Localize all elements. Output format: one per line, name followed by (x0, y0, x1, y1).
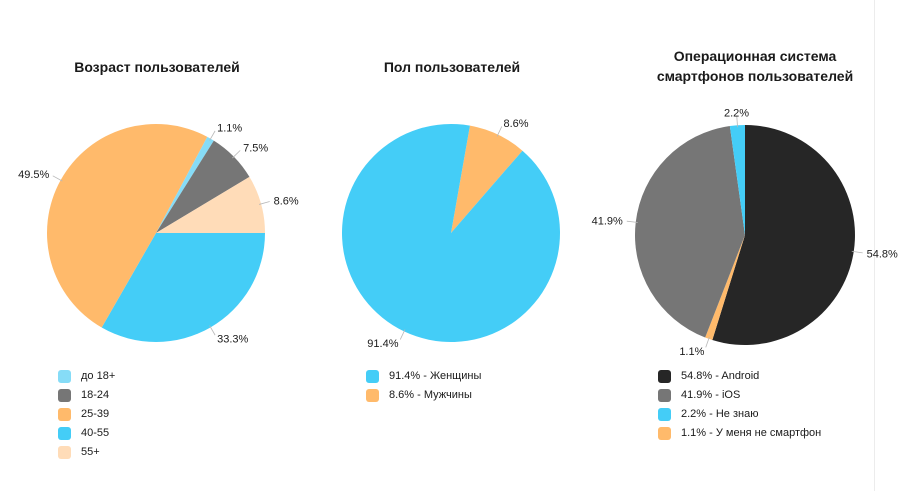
gender-legend-item: 91.4% - Женщины (366, 367, 481, 386)
os-slice-no-smartphone (705, 235, 745, 341)
os-slice-ios (634, 126, 745, 338)
os-legend-label: 54.8% - Android (681, 370, 760, 382)
os-legend-label: 41.9% - iOS (681, 389, 741, 401)
age-legend-swatch (58, 408, 71, 421)
os-label-dont-know: 2.2% (724, 107, 749, 119)
gender-legend-label: 8.6% - Мужчины (389, 389, 472, 401)
vertical-divider (874, 0, 875, 491)
os-legend-swatch (658, 389, 671, 402)
gender-legend-swatch (366, 370, 379, 383)
os-label-ios: 41.9% (592, 216, 623, 228)
os-leader-android (851, 250, 863, 254)
os-label-android: 54.8% (867, 249, 898, 261)
gender-label-women: 91.4% (367, 338, 398, 350)
os-legend-item: 2.2% - Не знаю (658, 405, 821, 424)
os-slice-android (712, 125, 855, 346)
os-legend-swatch (658, 408, 671, 421)
os-legend-swatch (658, 427, 671, 440)
age-leader-55-plus (259, 201, 270, 205)
gender-legend: 91.4% - Женщины 8.6% - Мужчины (366, 367, 481, 405)
age-leader-under-18 (209, 130, 216, 141)
age-slice-under-18 (156, 136, 214, 233)
gender-legend-label: 91.4% - Женщины (389, 370, 482, 382)
gender-slice-men (451, 125, 523, 233)
age-legend-item: 25-39 (58, 405, 115, 424)
os-slice-dont-know (729, 125, 745, 235)
os-legend-swatch (658, 370, 671, 383)
age-legend-label: до 18+ (81, 370, 116, 382)
age-legend-swatch (58, 446, 71, 459)
age-legend-swatch (58, 389, 71, 402)
os-legend: 54.8% - Android 41.9% - iOS 2.2% - Не знаю… (658, 367, 821, 443)
os-chart-title: Операционная система смартфонов пользова… (656, 48, 854, 84)
age-legend-label: 25-39 (81, 408, 110, 420)
age-slice-25-39 (46, 123, 208, 328)
gender-leader-men (496, 126, 503, 137)
os-label-no-smartphone: 1.1% (679, 346, 704, 358)
gender-legend-swatch (366, 389, 379, 402)
gender-legend-item: 8.6% - Мужчины (366, 386, 481, 405)
age-slice-18-24 (156, 140, 250, 233)
age-legend-label: 55+ (81, 446, 100, 458)
age-legend-item: до 18+ (58, 367, 115, 386)
age-slice-40-55 (101, 233, 265, 342)
age-label-55-plus: 8.6% (274, 195, 299, 207)
age-label-40-55: 33.3% (217, 334, 248, 346)
gender-chart-title: Пол пользователей (383, 59, 521, 75)
age-leader-18-24 (232, 150, 241, 159)
os-leader-dont-know (736, 116, 738, 128)
os-legend-item: 1.1% - У меня не смартфон (658, 424, 821, 443)
os-legend-item: 54.8% - Android (658, 367, 821, 386)
os-legend-label: 2.2% - Не знаю (681, 408, 759, 420)
age-legend-item: 55+ (58, 443, 115, 462)
age-legend: до 18+ 18-24 25-39 40-55 55+ (58, 367, 115, 462)
age-leader-25-39 (52, 175, 63, 182)
os-leader-no-smartphone (705, 336, 710, 348)
age-label-18-24: 7.5% (243, 143, 268, 155)
age-legend-item: 18-24 (58, 386, 115, 405)
age-leader-40-55 (209, 325, 216, 336)
age-label-25-39: 49.5% (18, 169, 49, 181)
age-legend-label: 18-24 (81, 389, 110, 401)
age-legend-item: 40-55 (58, 424, 115, 443)
age-legend-swatch (58, 370, 71, 383)
gender-slice-women (341, 124, 560, 343)
os-leader-ios (626, 220, 638, 223)
os-legend-item: 41.9% - iOS (658, 386, 821, 405)
os-legend-label: 1.1% - У меня не смартфон (681, 427, 822, 439)
age-legend-label: 40-55 (81, 427, 110, 439)
age-chart-title: Возраст пользователей (74, 59, 240, 75)
gender-label-men: 8.6% (504, 118, 529, 130)
age-legend-swatch (58, 427, 71, 440)
age-slice-55-plus (156, 176, 265, 233)
age-label-under-18: 1.1% (217, 122, 242, 134)
gender-leader-women (399, 329, 406, 340)
